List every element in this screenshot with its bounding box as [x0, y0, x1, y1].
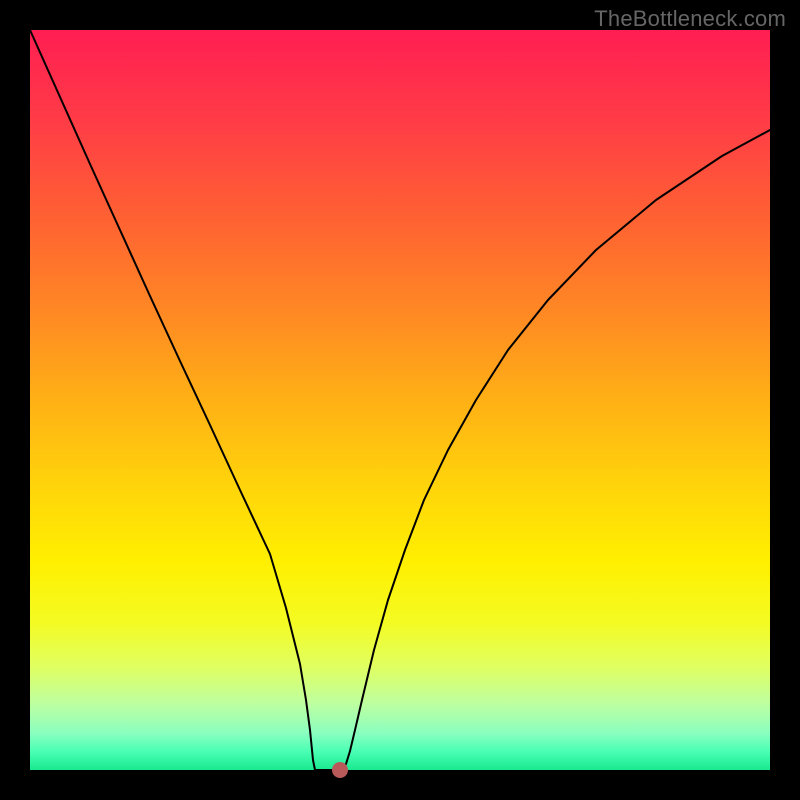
watermark-text: TheBottleneck.com [594, 6, 786, 32]
plot-background [30, 30, 770, 770]
bottleneck-chart [0, 0, 800, 800]
minimum-marker-dot [332, 762, 348, 778]
chart-container: TheBottleneck.com [0, 0, 800, 800]
